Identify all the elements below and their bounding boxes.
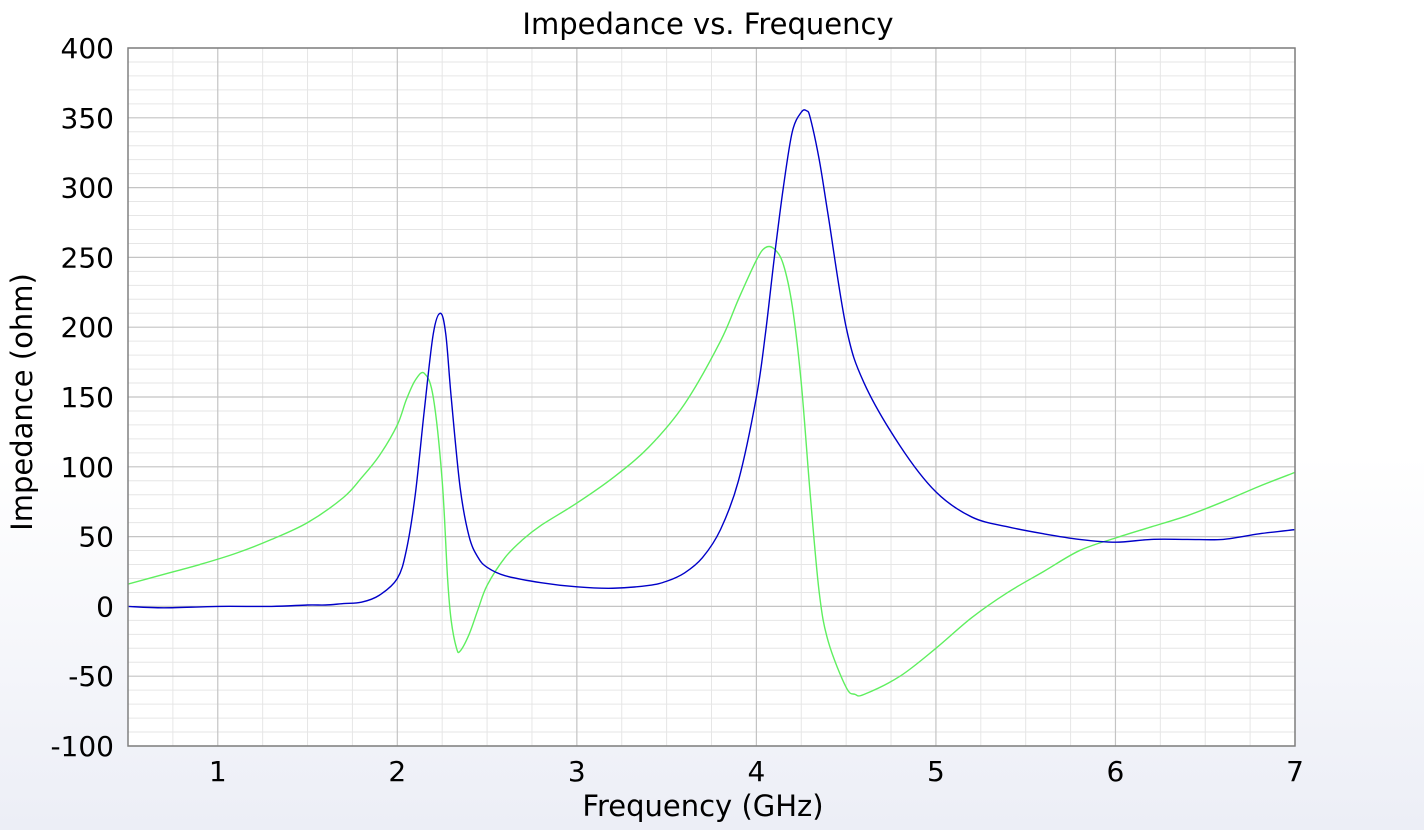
x-axis-title: Frequency (GHz) [582, 789, 823, 823]
y-tick-label: 150 [61, 381, 114, 414]
x-tick-label: 6 [1107, 755, 1125, 788]
y-tick-label: -50 [68, 660, 114, 693]
y-tick-label: 300 [61, 172, 114, 205]
y-tick-label: 50 [78, 521, 114, 554]
y-tick-label: 200 [61, 311, 114, 344]
x-tick-label: 4 [747, 755, 765, 788]
x-tick-label: 7 [1286, 755, 1304, 788]
chart-title: Impedance vs. Frequency [522, 7, 893, 41]
x-tick-label: 5 [927, 755, 945, 788]
series-layer [128, 109, 1295, 697]
x-tick-label: 1 [209, 755, 227, 788]
y-tick-labels: -100 -50 0 50 100 150 200 250 300 350 400 [50, 32, 114, 763]
x-tick-label: 3 [568, 755, 586, 788]
x-tick-label: 2 [388, 755, 406, 788]
x-tick-labels: 1 2 3 4 5 6 7 [209, 755, 1304, 788]
y-tick-label: 350 [61, 102, 114, 135]
y-tick-label: 0 [96, 590, 114, 623]
y-axis-title: Impedance (ohm) [5, 273, 39, 531]
y-tick-label: 250 [61, 241, 114, 274]
y-tick-label: 400 [61, 32, 114, 65]
series-line-1 [128, 245, 1295, 697]
plot-frame [127, 47, 1296, 747]
series-line-0 [128, 109, 1295, 609]
y-tick-label: 100 [61, 451, 114, 484]
y-tick-label: -100 [50, 730, 114, 763]
